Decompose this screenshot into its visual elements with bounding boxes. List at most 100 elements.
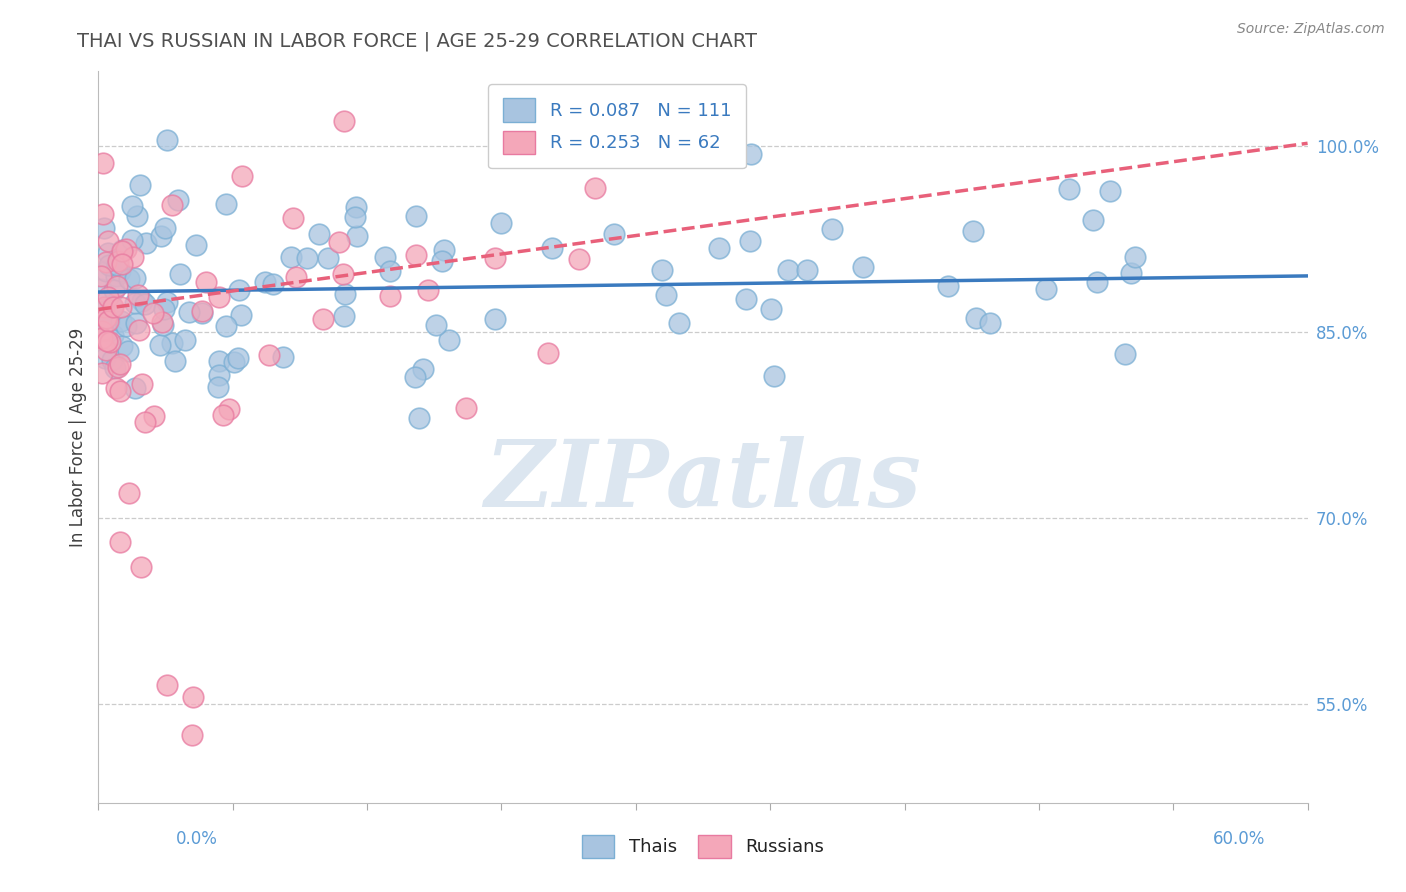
Point <box>105 258 128 272</box>
Point <box>380 263 402 277</box>
Point <box>131 560 153 574</box>
Point <box>124 271 146 285</box>
Point <box>142 306 165 320</box>
Point <box>1085 276 1108 290</box>
Point <box>156 133 179 147</box>
Point <box>156 678 179 692</box>
Point <box>484 312 506 326</box>
Point <box>374 250 396 264</box>
Point <box>160 336 183 351</box>
Point <box>707 241 730 255</box>
Point <box>489 216 512 230</box>
Point <box>437 333 460 347</box>
Point <box>104 381 127 395</box>
Point <box>128 323 150 337</box>
Point <box>101 352 124 367</box>
Point <box>97 246 120 260</box>
Point <box>121 233 143 247</box>
Point <box>430 254 453 268</box>
Point <box>280 250 302 264</box>
Text: 0.0%: 0.0% <box>176 830 218 847</box>
Point <box>404 370 426 384</box>
Point <box>568 252 591 266</box>
Point <box>281 211 304 225</box>
Point <box>105 278 128 293</box>
Point <box>852 260 875 274</box>
Point <box>94 255 117 269</box>
Point <box>668 316 690 330</box>
Point <box>96 322 118 336</box>
Text: ZIPatlas: ZIPatlas <box>485 436 921 526</box>
Point <box>215 197 238 211</box>
Point <box>104 361 127 376</box>
Point <box>405 248 427 262</box>
Point <box>169 268 191 282</box>
Point <box>181 690 204 705</box>
Point <box>218 401 240 416</box>
Point <box>110 244 132 259</box>
Point <box>94 351 117 365</box>
Point <box>114 242 136 256</box>
Point <box>179 305 201 319</box>
Point <box>108 263 131 277</box>
Point <box>150 228 173 243</box>
Point <box>124 381 146 395</box>
Point <box>90 281 112 295</box>
Point <box>156 295 179 310</box>
Point <box>97 314 120 328</box>
Point <box>1121 267 1143 281</box>
Point <box>541 242 564 256</box>
Point <box>231 169 253 183</box>
Point <box>433 243 456 257</box>
Point <box>143 409 166 423</box>
Point <box>90 268 112 283</box>
Point <box>117 343 139 358</box>
Point <box>222 355 245 369</box>
Point <box>110 314 132 328</box>
Point <box>98 314 121 328</box>
Point <box>734 292 756 306</box>
Point <box>91 156 114 170</box>
Text: 60.0%: 60.0% <box>1213 830 1265 847</box>
Point <box>125 316 148 330</box>
Point <box>122 250 145 264</box>
Point <box>454 401 477 415</box>
Point <box>103 283 125 297</box>
Point <box>208 354 231 368</box>
Point <box>115 318 138 333</box>
Point <box>965 310 987 325</box>
Point <box>425 318 447 332</box>
Point <box>150 315 173 329</box>
Point <box>96 310 118 325</box>
Point <box>110 300 132 314</box>
Point <box>603 227 626 241</box>
Point <box>1059 182 1081 196</box>
Point <box>190 304 212 318</box>
Point <box>821 222 844 236</box>
Point <box>121 199 143 213</box>
Point <box>1099 184 1122 198</box>
Point <box>110 384 132 399</box>
Point <box>228 283 250 297</box>
Point <box>412 362 434 376</box>
Point <box>111 339 134 353</box>
Point <box>129 178 152 192</box>
Point <box>208 368 231 382</box>
Point <box>165 354 187 368</box>
Point <box>127 288 149 302</box>
Point <box>135 236 157 251</box>
Point <box>378 289 401 303</box>
Point <box>484 251 506 265</box>
Point <box>343 210 366 224</box>
Point <box>328 235 350 250</box>
Point <box>104 269 127 284</box>
Point <box>346 228 368 243</box>
Point <box>91 366 114 380</box>
Point <box>936 279 959 293</box>
Point <box>212 408 235 422</box>
Point <box>107 254 129 268</box>
Point <box>94 343 117 358</box>
Point <box>208 290 231 304</box>
Point <box>763 369 786 384</box>
Point <box>273 350 295 364</box>
